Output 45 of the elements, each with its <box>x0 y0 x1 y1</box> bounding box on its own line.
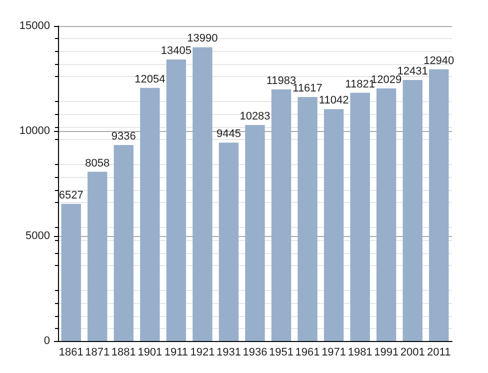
bar <box>298 97 318 341</box>
bar <box>245 125 265 341</box>
bar <box>271 89 292 341</box>
x-tick-label: 1861 <box>58 346 84 358</box>
data-label: 13990 <box>187 32 218 45</box>
data-label: 9445 <box>216 128 241 140</box>
y-tick-label: 15000 <box>19 20 50 32</box>
data-label: 13405 <box>160 44 192 57</box>
bar <box>88 172 108 341</box>
y-tick-label: 0 <box>44 335 50 347</box>
x-tick-label: 2001 <box>400 346 425 358</box>
bar <box>376 88 396 341</box>
x-tick-label: 1901 <box>138 346 162 358</box>
bar <box>166 59 186 341</box>
bar <box>429 69 449 341</box>
x-tick-label: 1921 <box>190 346 215 358</box>
y-tick-label: 10000 <box>19 125 50 137</box>
data-label: 6527 <box>58 189 84 202</box>
data-label: 9336 <box>111 130 136 142</box>
x-tick-label: 1981 <box>348 346 372 358</box>
x-tick-label: 1971 <box>322 346 346 358</box>
data-label: 12054 <box>134 73 166 86</box>
bar <box>324 109 344 341</box>
data-label: 11617 <box>292 82 322 95</box>
x-tick-label: 1871 <box>85 346 110 358</box>
x-tick-label: 1911 <box>164 346 188 358</box>
bar <box>402 80 422 341</box>
bar <box>140 88 160 341</box>
x-tick-label: 1951 <box>269 346 294 358</box>
data-label: 10283 <box>240 110 270 123</box>
x-tick-label: 1991 <box>374 346 399 358</box>
x-tick-label: 1961 <box>295 346 320 358</box>
x-tick-label: 1936 <box>242 346 268 358</box>
bar <box>350 92 370 341</box>
x-tick-label: 2011 <box>427 346 451 358</box>
data-label: 11042 <box>318 94 349 107</box>
data-label: 8058 <box>85 157 110 170</box>
bar <box>192 47 212 341</box>
bar <box>61 204 81 341</box>
bar <box>114 144 134 341</box>
bar <box>218 142 239 341</box>
x-tick-label: 1881 <box>111 346 136 358</box>
x-tick-label: 1931 <box>216 346 241 358</box>
y-tick-label: 5000 <box>26 230 50 242</box>
data-label: 12940 <box>424 54 454 67</box>
